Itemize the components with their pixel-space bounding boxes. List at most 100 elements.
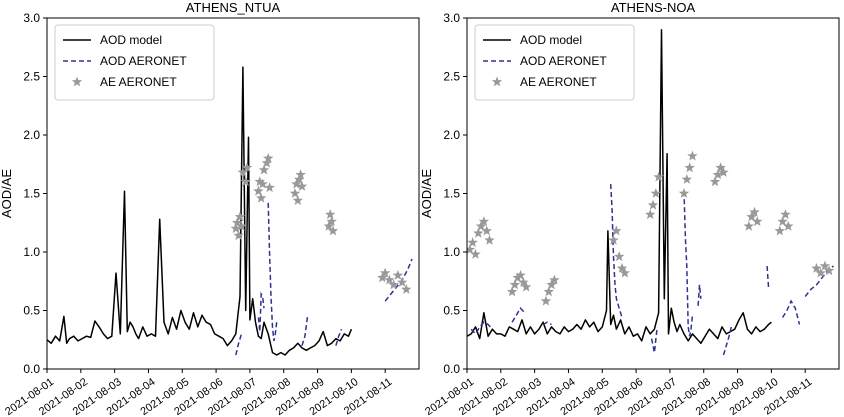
ae-aeronet-point — [616, 262, 628, 273]
series-ae-aeronet — [467, 150, 835, 306]
ae-aeronet-point — [295, 169, 306, 180]
ae-aeronet-point — [614, 251, 625, 262]
ae-aeronet-point — [687, 150, 698, 161]
chart-title: ATHENS_NTUA — [186, 0, 281, 15]
ae-aeronet-point — [518, 276, 529, 287]
ae-aeronet-point — [261, 157, 272, 168]
legend: AOD model AOD AERONET AE AERONET — [54, 24, 215, 101]
ae-aeronet-point — [473, 227, 484, 238]
ae-aeronet-point — [292, 195, 303, 205]
ae-aeronet-point — [823, 265, 835, 276]
y-tick-label: 1.0 — [443, 245, 460, 259]
ae-aeronet-point — [296, 181, 308, 191]
ae-aeronet-point — [709, 176, 721, 187]
ae-aeronet-point — [521, 281, 532, 292]
ae-aeronet-point — [650, 188, 661, 198]
ae-aeronet-point — [325, 209, 336, 219]
legend-label: AOD model — [520, 33, 582, 47]
y-tick-label: 0.5 — [443, 304, 460, 318]
aod-aeronet-line — [650, 326, 658, 353]
aod-aeronet-line — [235, 333, 243, 356]
y-tick-label: 1.0 — [23, 245, 40, 259]
aod-aeronet-line — [301, 315, 309, 346]
ae-aeronet-point — [506, 286, 518, 297]
ae-aeronet-point — [749, 206, 760, 217]
ae-aeronet-point — [380, 267, 391, 278]
ae-aeronet-point — [327, 225, 339, 236]
y-tick-label: 3.0 — [443, 11, 460, 25]
aod-aeronet-line — [609, 184, 623, 318]
ae-aeronet-point — [257, 178, 268, 189]
legend-label: AOD AERONET — [520, 54, 607, 68]
aod-aeronet-line — [683, 191, 694, 337]
aod-aeronet-line — [257, 291, 265, 332]
y-axis-label: AOD/AE — [0, 169, 14, 218]
aod-aeronet-line — [511, 306, 526, 323]
y-tick-label: 2.5 — [23, 70, 40, 84]
legend-label: AOD model — [100, 33, 162, 47]
chart-title: ATHENS-NOA — [611, 0, 696, 15]
ae-aeronet-point — [608, 234, 619, 245]
ae-aeronet-point — [470, 248, 481, 259]
aod-aeronet-line — [335, 328, 343, 346]
ae-aeronet-point — [543, 286, 554, 297]
ae-aeronet-point — [743, 220, 754, 231]
ae-aeronet-point — [783, 220, 794, 231]
ae-aeronet-point — [256, 192, 267, 203]
aod-model-line — [47, 66, 353, 356]
y-tick-label: 0.5 — [23, 304, 40, 318]
ae-aeronet-point — [509, 279, 521, 290]
y-tick-label: 0.0 — [23, 362, 40, 376]
ae-aeronet-point — [777, 216, 788, 226]
ae-aeronet-point — [549, 274, 560, 285]
y-tick-label: 0.0 — [443, 362, 460, 376]
ae-aeronet-point — [611, 225, 622, 236]
aod-aeronet-line — [470, 321, 493, 336]
ae-aeronet-point — [294, 174, 305, 184]
series-aod-aeronet — [470, 184, 834, 356]
plot-frame — [46, 17, 420, 370]
legend-box — [54, 24, 215, 101]
ae-aeronet-point — [264, 182, 275, 193]
ae-aeronet-point — [392, 269, 404, 280]
ae-aeronet-point — [263, 152, 274, 163]
ae-aeronet-point — [236, 220, 247, 231]
ae-aeronet-point — [289, 188, 301, 198]
aod-aeronet-line — [542, 321, 552, 326]
ae-aeronet-point — [232, 217, 243, 228]
aod-aeronet-line — [722, 324, 733, 356]
aod-aeronet-line — [781, 299, 801, 325]
ae-aeronet-point — [253, 185, 264, 196]
ae-aeronet-point — [237, 166, 249, 177]
plot-area — [467, 28, 835, 356]
ae-aeronet-point — [715, 162, 726, 173]
series-aod-model — [467, 28, 772, 345]
ae-aeronet-point — [678, 188, 690, 198]
plot-frame — [466, 17, 840, 370]
aod-aeronet-line — [384, 258, 413, 302]
ae-aeronet-point — [712, 169, 723, 180]
ae-aeronet-point — [475, 220, 487, 231]
ae-aeronet-point — [384, 274, 395, 285]
ae-aeronet-point — [484, 234, 495, 245]
ae-aeronet-point — [512, 272, 523, 283]
ae-aeronet-point — [234, 211, 246, 222]
legend-label: AOD AERONET — [100, 54, 187, 68]
y-tick-label: 2.0 — [443, 128, 460, 142]
ae-aeronet-point — [254, 176, 265, 187]
ae-aeronet-point — [752, 216, 763, 226]
plot-area — [47, 66, 413, 356]
ae-aeronet-point — [819, 260, 831, 271]
ae-aeronet-point — [546, 279, 557, 290]
ae-aeronet-point — [240, 176, 251, 187]
ae-aeronet-point — [401, 283, 412, 294]
ae-aeronet-point — [230, 223, 241, 233]
ae-aeronet-point — [388, 279, 399, 290]
ae-aeronet-point — [233, 230, 244, 241]
legend-label: AE AERONET — [520, 75, 597, 89]
ae-aeronet-point — [815, 267, 826, 278]
ae-aeronet-point — [481, 225, 492, 236]
ae-aeronet-point — [258, 164, 270, 175]
ae-aeronet-point — [653, 171, 664, 182]
